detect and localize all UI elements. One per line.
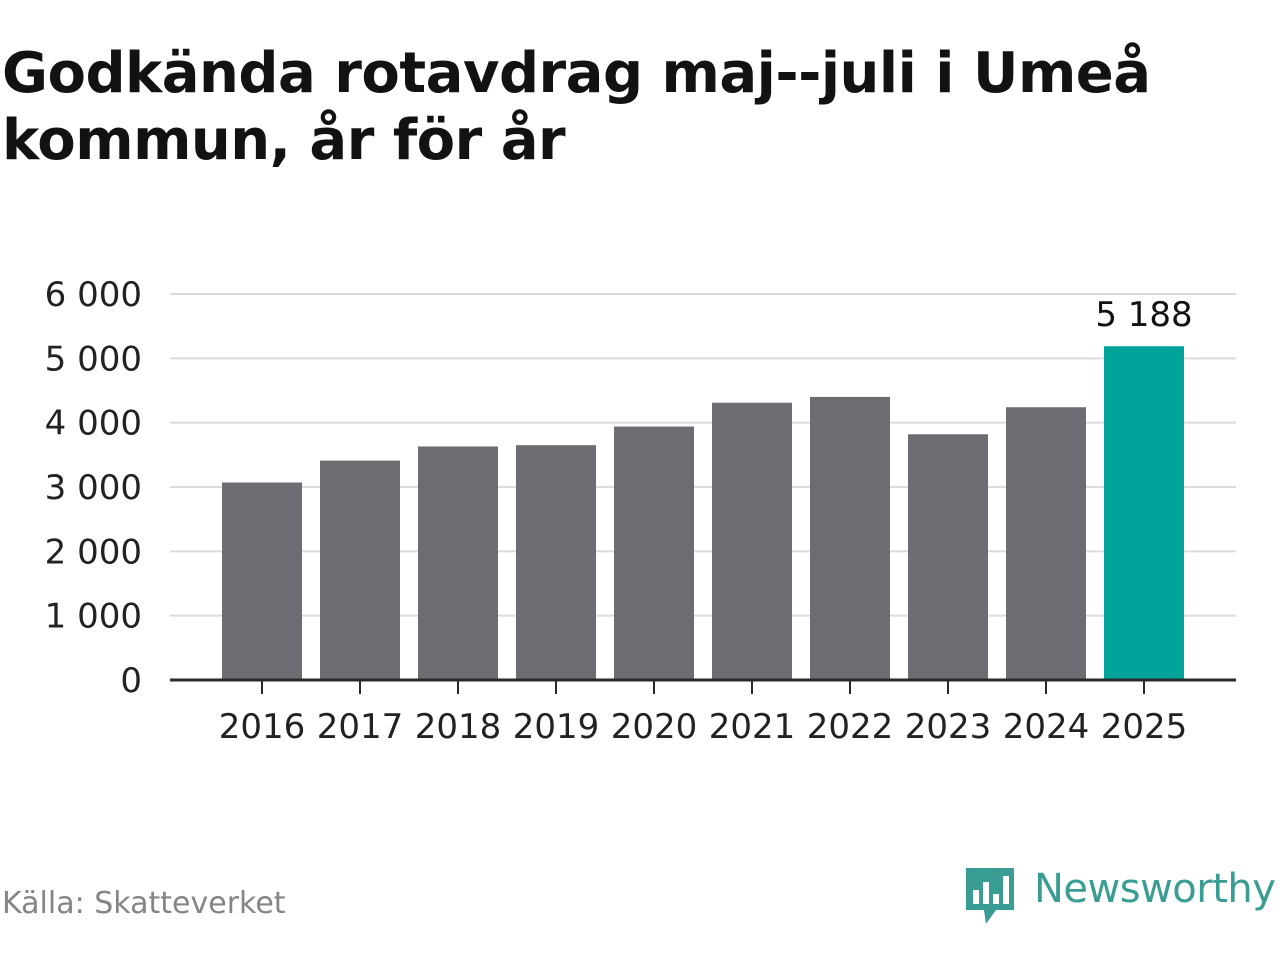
x-tick-label: 2021	[709, 707, 796, 747]
bars	[222, 346, 1184, 680]
x-tick-label: 2020	[611, 707, 698, 747]
bar-2016	[222, 482, 302, 680]
bar-2019	[516, 445, 596, 680]
data-label: 5 188	[1095, 295, 1192, 335]
y-tick-label: 6 000	[45, 275, 142, 315]
bar-2020	[614, 426, 694, 680]
x-tick-label: 2022	[807, 707, 894, 747]
x-tick-label: 2024	[1003, 707, 1090, 747]
data-labels: 5 188	[1095, 295, 1192, 335]
y-tick-label: 2 000	[45, 532, 142, 572]
bar-2024	[1006, 407, 1086, 680]
x-tick-label: 2016	[219, 707, 306, 747]
source-note: Källa: Skatteverket	[2, 886, 286, 921]
chart-title: Godkända rotavdrag maj--juli i Umeå komm…	[2, 41, 1151, 173]
x-tick-label: 2025	[1101, 707, 1188, 747]
bar-2017	[320, 460, 400, 680]
bar-2018	[418, 446, 498, 680]
x-tick-label: 2017	[317, 707, 404, 747]
x-axis-ticks: 2016 2017 2018 2019 2020 2021 2022 2023 2024 2025	[219, 680, 1188, 747]
y-tick-label: 1 000	[45, 597, 142, 637]
newsworthy-logo-icon	[966, 868, 1014, 924]
x-tick-label: 2018	[415, 707, 502, 747]
bar-chart: 0 1 000 2 000 3 000 4 000 5 000 6 000 5 188 20…	[45, 275, 1236, 747]
y-tick-label: 4 000	[45, 404, 142, 444]
x-tick-label: 2019	[513, 707, 600, 747]
brand-name: Newsworthy	[1034, 866, 1276, 912]
y-tick-label: 5 000	[45, 339, 142, 379]
y-tick-label: 0	[120, 661, 142, 701]
bar-2022	[810, 396, 890, 680]
bar-2025	[1104, 346, 1184, 680]
y-tick-label: 3 000	[45, 468, 142, 508]
y-axis-tick-labels: 0 1 000 2 000 3 000 4 000 5 000 6 000	[45, 275, 142, 701]
bar-2023	[908, 434, 988, 680]
bar-2021	[712, 402, 792, 680]
x-tick-label: 2023	[905, 707, 992, 747]
